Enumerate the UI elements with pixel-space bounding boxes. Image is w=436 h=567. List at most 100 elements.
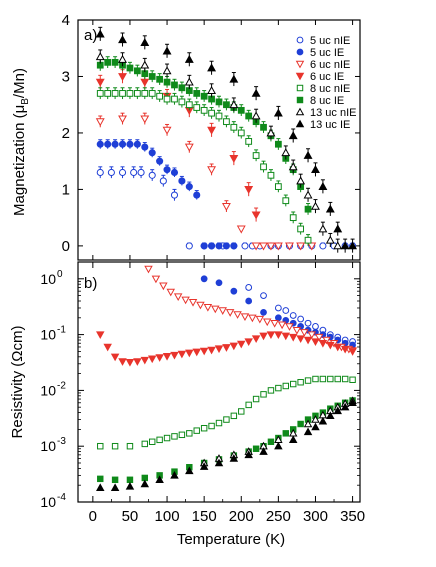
data-point — [311, 422, 320, 431]
data-point — [162, 46, 172, 55]
panel-b-resistivity: 10-410-310-210-110 00 50 100 150 200 250 300 350… — [9, 261, 365, 548]
data-point — [133, 90, 141, 97]
data-point — [288, 435, 298, 444]
x-tick-label: 250 — [266, 508, 291, 525]
data-point — [173, 293, 183, 302]
data-point — [110, 483, 120, 491]
data-point — [111, 90, 119, 97]
data-point — [334, 375, 341, 383]
data-point — [270, 319, 279, 328]
data-point — [111, 476, 119, 484]
data-point — [340, 345, 350, 354]
panel-b-y-axis-label: Resistivity (Ωcm) — [9, 326, 26, 439]
data-point — [282, 197, 290, 205]
x-tick-label: 150 — [192, 508, 217, 525]
y-tick-label-b: 10 — [40, 271, 56, 287]
data-point — [199, 462, 209, 470]
data-point — [255, 315, 265, 324]
data-point — [251, 335, 261, 343]
legend-label: 13 uc nIE — [310, 107, 356, 119]
data-point — [159, 177, 167, 185]
data-point — [185, 349, 194, 358]
data-point — [274, 314, 282, 322]
data-point — [155, 354, 164, 362]
data-point — [230, 412, 238, 420]
data-point — [144, 265, 153, 274]
x-tick-label: 100 — [155, 508, 180, 525]
data-point — [133, 67, 141, 75]
data-point — [200, 424, 208, 432]
data-point — [141, 143, 149, 151]
data-point — [303, 336, 313, 345]
x-tick-label: 50 — [122, 508, 139, 525]
data-point — [266, 128, 276, 137]
legend-marker — [296, 36, 304, 44]
data-point — [327, 375, 334, 383]
data-point — [107, 168, 115, 177]
data-point — [140, 479, 150, 488]
data-point — [223, 118, 230, 126]
x-tick-label: 300 — [303, 508, 328, 525]
data-point — [96, 483, 105, 491]
data-point — [156, 436, 163, 444]
data-point — [266, 242, 276, 251]
data-point — [333, 343, 342, 352]
data-point — [307, 331, 317, 340]
data-point — [140, 356, 150, 365]
data-point — [248, 314, 257, 323]
data-point — [245, 138, 253, 145]
data-point — [292, 326, 302, 335]
data-point — [340, 402, 350, 411]
data-point — [318, 416, 328, 425]
data-point — [304, 236, 312, 244]
y-tick-label-a: 2 — [62, 125, 70, 142]
data-point — [137, 168, 145, 177]
data-point — [348, 398, 357, 406]
y-tick-exponent-b: 0 — [57, 269, 63, 280]
data-point — [282, 382, 290, 390]
panel-a-label: a) — [84, 27, 97, 44]
data-point — [141, 440, 149, 448]
panel-b-ticks: 10-410-310-210-110 00 50 100 150 200 250 300 350 — [40, 262, 365, 525]
data-point — [297, 379, 304, 386]
data-point — [288, 131, 298, 140]
data-point — [218, 307, 227, 315]
data-point — [185, 466, 194, 475]
panel-a-ticks: 0 1 2 3 4 — [62, 12, 360, 260]
data-point — [274, 183, 282, 190]
data-point — [178, 84, 186, 92]
legend-label: 6 uc nIE — [310, 59, 350, 71]
data-point — [104, 58, 112, 66]
data-point — [215, 242, 223, 250]
data-point — [125, 482, 135, 490]
data-point — [215, 279, 223, 287]
data-point — [259, 242, 268, 251]
y-tick-label-b: 10 — [40, 382, 56, 398]
data-point — [296, 242, 306, 251]
data-point — [207, 126, 217, 135]
data-point — [288, 162, 298, 171]
data-point — [311, 338, 320, 346]
data-point — [236, 225, 246, 234]
data-point — [95, 52, 105, 61]
data-point — [130, 168, 138, 177]
data-point — [133, 358, 142, 366]
data-point — [237, 129, 245, 137]
y-tick-exponent-b: -1 — [57, 325, 66, 336]
data-point — [156, 92, 164, 100]
data-point — [214, 345, 224, 354]
data-point — [251, 111, 261, 120]
data-point — [348, 241, 358, 250]
data-point — [297, 315, 305, 323]
data-point — [203, 303, 213, 312]
data-point — [186, 430, 193, 437]
y-label-subscript: B — [20, 98, 31, 105]
data-point — [229, 154, 239, 163]
y-tick-exponent-b: -4 — [57, 492, 66, 503]
data-point — [200, 242, 208, 250]
data-point — [192, 348, 201, 357]
data-point — [259, 447, 268, 455]
data-point — [148, 171, 156, 179]
y-tick-label-a: 0 — [62, 238, 70, 255]
